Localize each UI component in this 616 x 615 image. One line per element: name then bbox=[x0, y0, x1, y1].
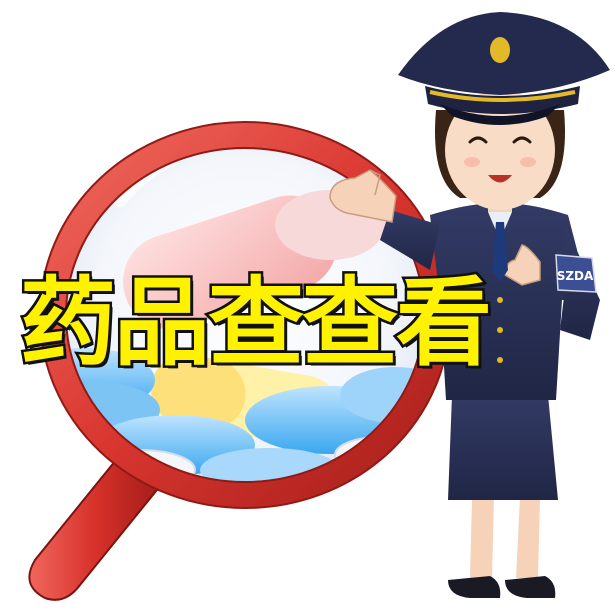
officer: SZDA bbox=[329, 12, 610, 598]
pills bbox=[53, 135, 437, 495]
magnifier-rim bbox=[40, 122, 450, 508]
shoulder-badge-label: SZDA bbox=[557, 269, 594, 283]
headline-title: 药品查查看 bbox=[18, 267, 495, 379]
